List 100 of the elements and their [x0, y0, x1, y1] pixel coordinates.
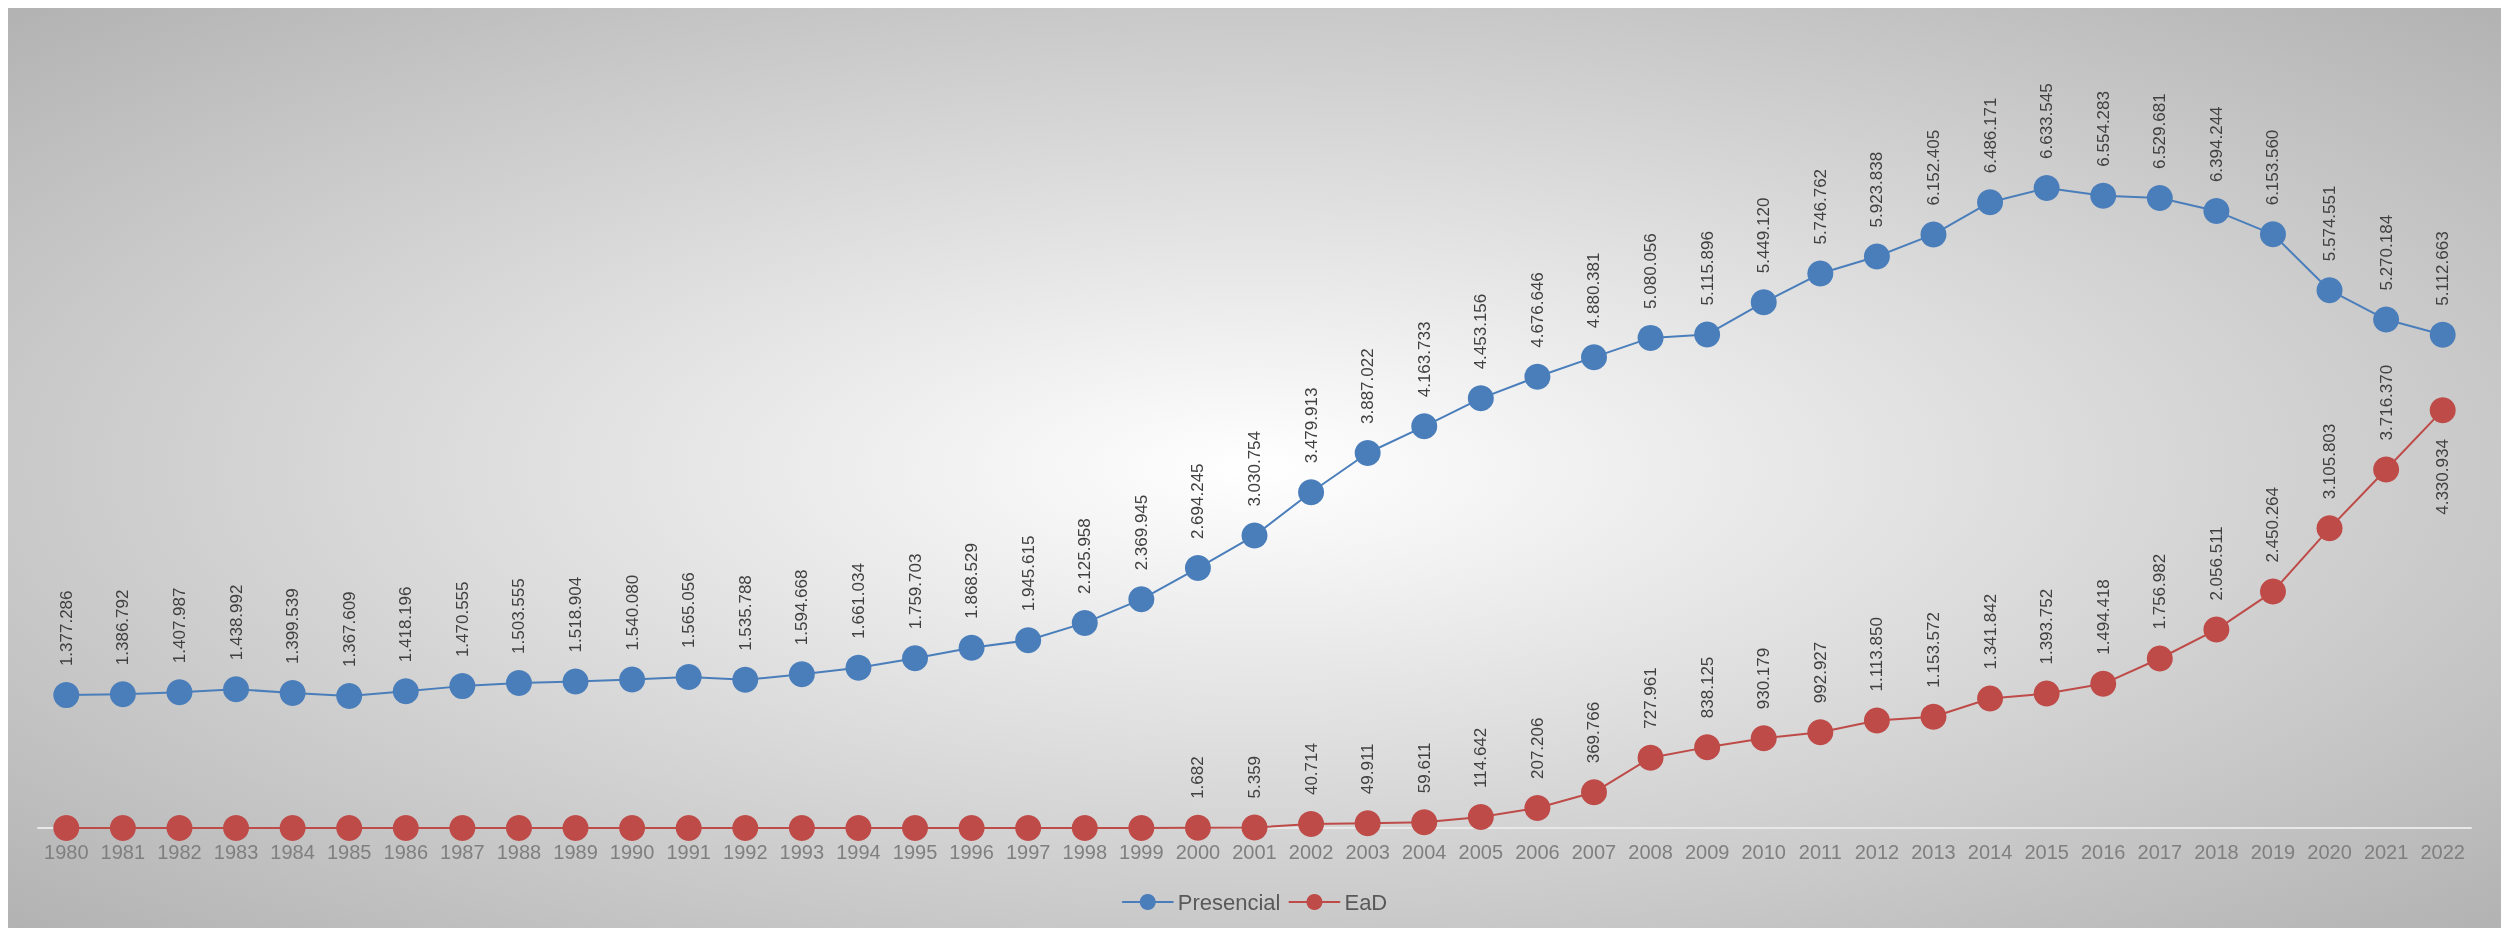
data-label: 1.945.615	[1018, 535, 1038, 612]
point	[1977, 685, 2004, 712]
data-label: 4.453.156	[1471, 293, 1491, 370]
data-label: 6.394.244	[2206, 106, 2226, 183]
data-label: 4.880.381	[1584, 252, 1604, 329]
data-label: 1.367.609	[339, 591, 359, 668]
data-label: 6.152.405	[1923, 129, 1943, 206]
x-tick-label: 2014	[1967, 841, 2013, 863]
x-tick-label: 1980	[44, 841, 89, 863]
data-label: 5.359	[1245, 755, 1264, 799]
data-label: 1.438.992	[226, 584, 246, 661]
point	[562, 668, 589, 695]
point	[1750, 289, 1777, 316]
point	[336, 683, 363, 710]
point	[1184, 814, 1211, 841]
data-label: 369.766	[1584, 701, 1604, 764]
point	[1863, 707, 1890, 734]
data-label: 1.535.788	[735, 575, 755, 651]
point	[732, 815, 759, 841]
data-label: 2.125.958	[1075, 518, 1095, 594]
x-tick-label: 2015	[2024, 841, 2069, 863]
x-tick-label: 1989	[553, 841, 598, 863]
x-tick-label: 1999	[1119, 841, 1164, 863]
data-label: 1.682	[1188, 756, 1208, 799]
data-label: 1.756.982	[2150, 553, 2170, 630]
x-tick-label: 1990	[609, 841, 655, 863]
point	[449, 815, 476, 841]
data-label: 4.163.733	[1414, 321, 1434, 398]
point	[902, 815, 929, 841]
data-label: 1.377.286	[56, 590, 76, 667]
data-label: 3.479.913	[1301, 387, 1321, 464]
point	[902, 645, 929, 672]
data-label: 1.759.703	[905, 553, 925, 630]
point	[109, 681, 136, 708]
legend-label: Presencial	[1177, 889, 1281, 915]
data-label: 727.961	[1641, 667, 1661, 729]
point	[1977, 189, 2004, 216]
point	[619, 815, 646, 841]
point	[1524, 363, 1551, 390]
data-label: 1.540.080	[622, 574, 642, 651]
x-tick-label: 1986	[383, 841, 429, 863]
data-label: 1.518.904	[566, 576, 586, 653]
point	[1128, 586, 1155, 613]
x-tick-label: 2008	[1628, 841, 1673, 863]
point	[675, 664, 702, 690]
legend-label: EaD	[1344, 889, 1388, 915]
data-label: 5.923.838	[1867, 151, 1887, 228]
data-label: 2.694.245	[1188, 463, 1208, 540]
data-label: 5.115.896	[1697, 231, 1717, 306]
point	[1694, 321, 1721, 348]
data-label: 2.369.945	[1131, 494, 1151, 571]
point	[1920, 703, 1947, 730]
x-tick-label: 2010	[1741, 841, 1786, 863]
x-tick-label: 2001	[1232, 841, 1277, 863]
x-tick-label: 2007	[1571, 841, 1617, 863]
x-tick-label: 1984	[270, 841, 315, 863]
point	[1581, 344, 1607, 371]
data-label: 5.449.120	[1754, 197, 1774, 274]
data-label: 1.494.418	[2093, 579, 2113, 655]
x-tick-label: 2016	[2080, 841, 2126, 863]
data-label: 6.153.560	[2263, 129, 2283, 206]
point	[1524, 795, 1551, 821]
point	[2033, 175, 2060, 201]
point	[562, 815, 589, 841]
data-label: 1.868.529	[962, 543, 982, 619]
point	[2429, 321, 2456, 348]
x-tick-label: 2006	[1515, 841, 1560, 863]
x-tick-label: 2018	[2194, 841, 2239, 863]
point	[1015, 627, 1042, 654]
point	[2146, 185, 2173, 212]
data-label: 838.125	[1697, 656, 1717, 719]
data-label: 5.112.663	[2433, 231, 2453, 306]
data-label: 3.887.022	[1358, 348, 1378, 424]
point	[788, 815, 815, 841]
data-label: 1.386.792	[113, 589, 133, 666]
x-tick-label: 2002	[1288, 841, 1334, 863]
point	[1411, 809, 1438, 836]
data-label: 1.594.668	[792, 569, 812, 646]
x-tick-label: 2013	[1911, 841, 1956, 863]
point	[2373, 306, 2400, 333]
data-label: 6.529.681	[2150, 93, 2170, 170]
data-label: 59.611	[1414, 742, 1434, 794]
point	[958, 634, 985, 661]
data-label: 1.661.034	[848, 563, 868, 639]
x-tick-label: 2019	[2250, 841, 2296, 863]
point	[1807, 260, 1834, 287]
x-tick-label: 1981	[100, 841, 146, 863]
x-tick-label: 2022	[2420, 841, 2465, 863]
x-tick-label: 1982	[157, 841, 202, 863]
point	[1637, 744, 1664, 771]
data-label: 1.565.056	[679, 572, 699, 648]
point	[2090, 182, 2117, 209]
data-label: 4.676.646	[1527, 272, 1547, 348]
x-tick-label: 1983	[213, 841, 259, 863]
point	[2316, 515, 2343, 542]
point	[449, 673, 476, 700]
x-tick-label: 2009	[1684, 841, 1730, 863]
x-tick-label: 1995	[892, 841, 938, 863]
point	[1467, 803, 1494, 830]
x-tick-label: 2011	[1798, 841, 1842, 863]
